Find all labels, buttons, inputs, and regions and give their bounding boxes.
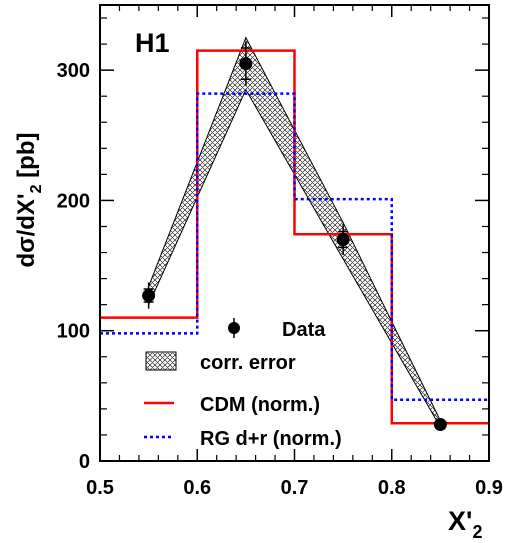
experiment-label: H1 — [135, 28, 170, 58]
data-point — [336, 233, 350, 247]
x-tick-label: 0.9 — [475, 477, 503, 499]
data-point — [239, 57, 253, 71]
histogram-series-1 — [100, 92, 489, 402]
data-points-layer — [142, 41, 447, 432]
y-tick-label: 300 — [57, 60, 90, 82]
histogram-layer — [100, 49, 489, 425]
legend-label-data: Data — [282, 319, 326, 341]
axis-ticks: 0.5 0.6 0.7 0.8 0.9 0 100 200 300 — [57, 5, 503, 499]
legend-label-corr-error: corr. error — [200, 352, 296, 374]
legend-entry-data: Data — [228, 318, 326, 341]
data-point — [433, 418, 447, 432]
y-tick-label: 200 — [57, 190, 90, 212]
legend-label-rg: RG d+r (norm.) — [200, 428, 342, 450]
y-axis-title: dσ/dX'2 [pb] — [13, 132, 45, 267]
data-point — [142, 289, 156, 303]
x-tick-label: 0.6 — [183, 477, 211, 499]
legend-data-marker — [228, 322, 240, 334]
x-tick-label: 0.7 — [281, 477, 309, 499]
y-tick-label: 0 — [79, 451, 90, 473]
legend-entry-rg: RG d+r (norm.) — [144, 428, 342, 450]
x-axis-title: X'2 — [448, 506, 482, 542]
legend-label-cdm: CDM (norm.) — [200, 394, 320, 416]
x-tick-label: 0.5 — [86, 477, 114, 499]
legend-hatch-swatch — [145, 351, 177, 371]
legend-entry-corr-error: corr. error — [145, 351, 296, 374]
x-tick-label: 0.8 — [378, 477, 406, 499]
legend-entry-cdm: CDM (norm.) — [144, 394, 320, 416]
y-tick-label: 100 — [57, 321, 90, 343]
legend: Data corr. error CDM (norm.) RG d+r (nor… — [144, 318, 342, 450]
